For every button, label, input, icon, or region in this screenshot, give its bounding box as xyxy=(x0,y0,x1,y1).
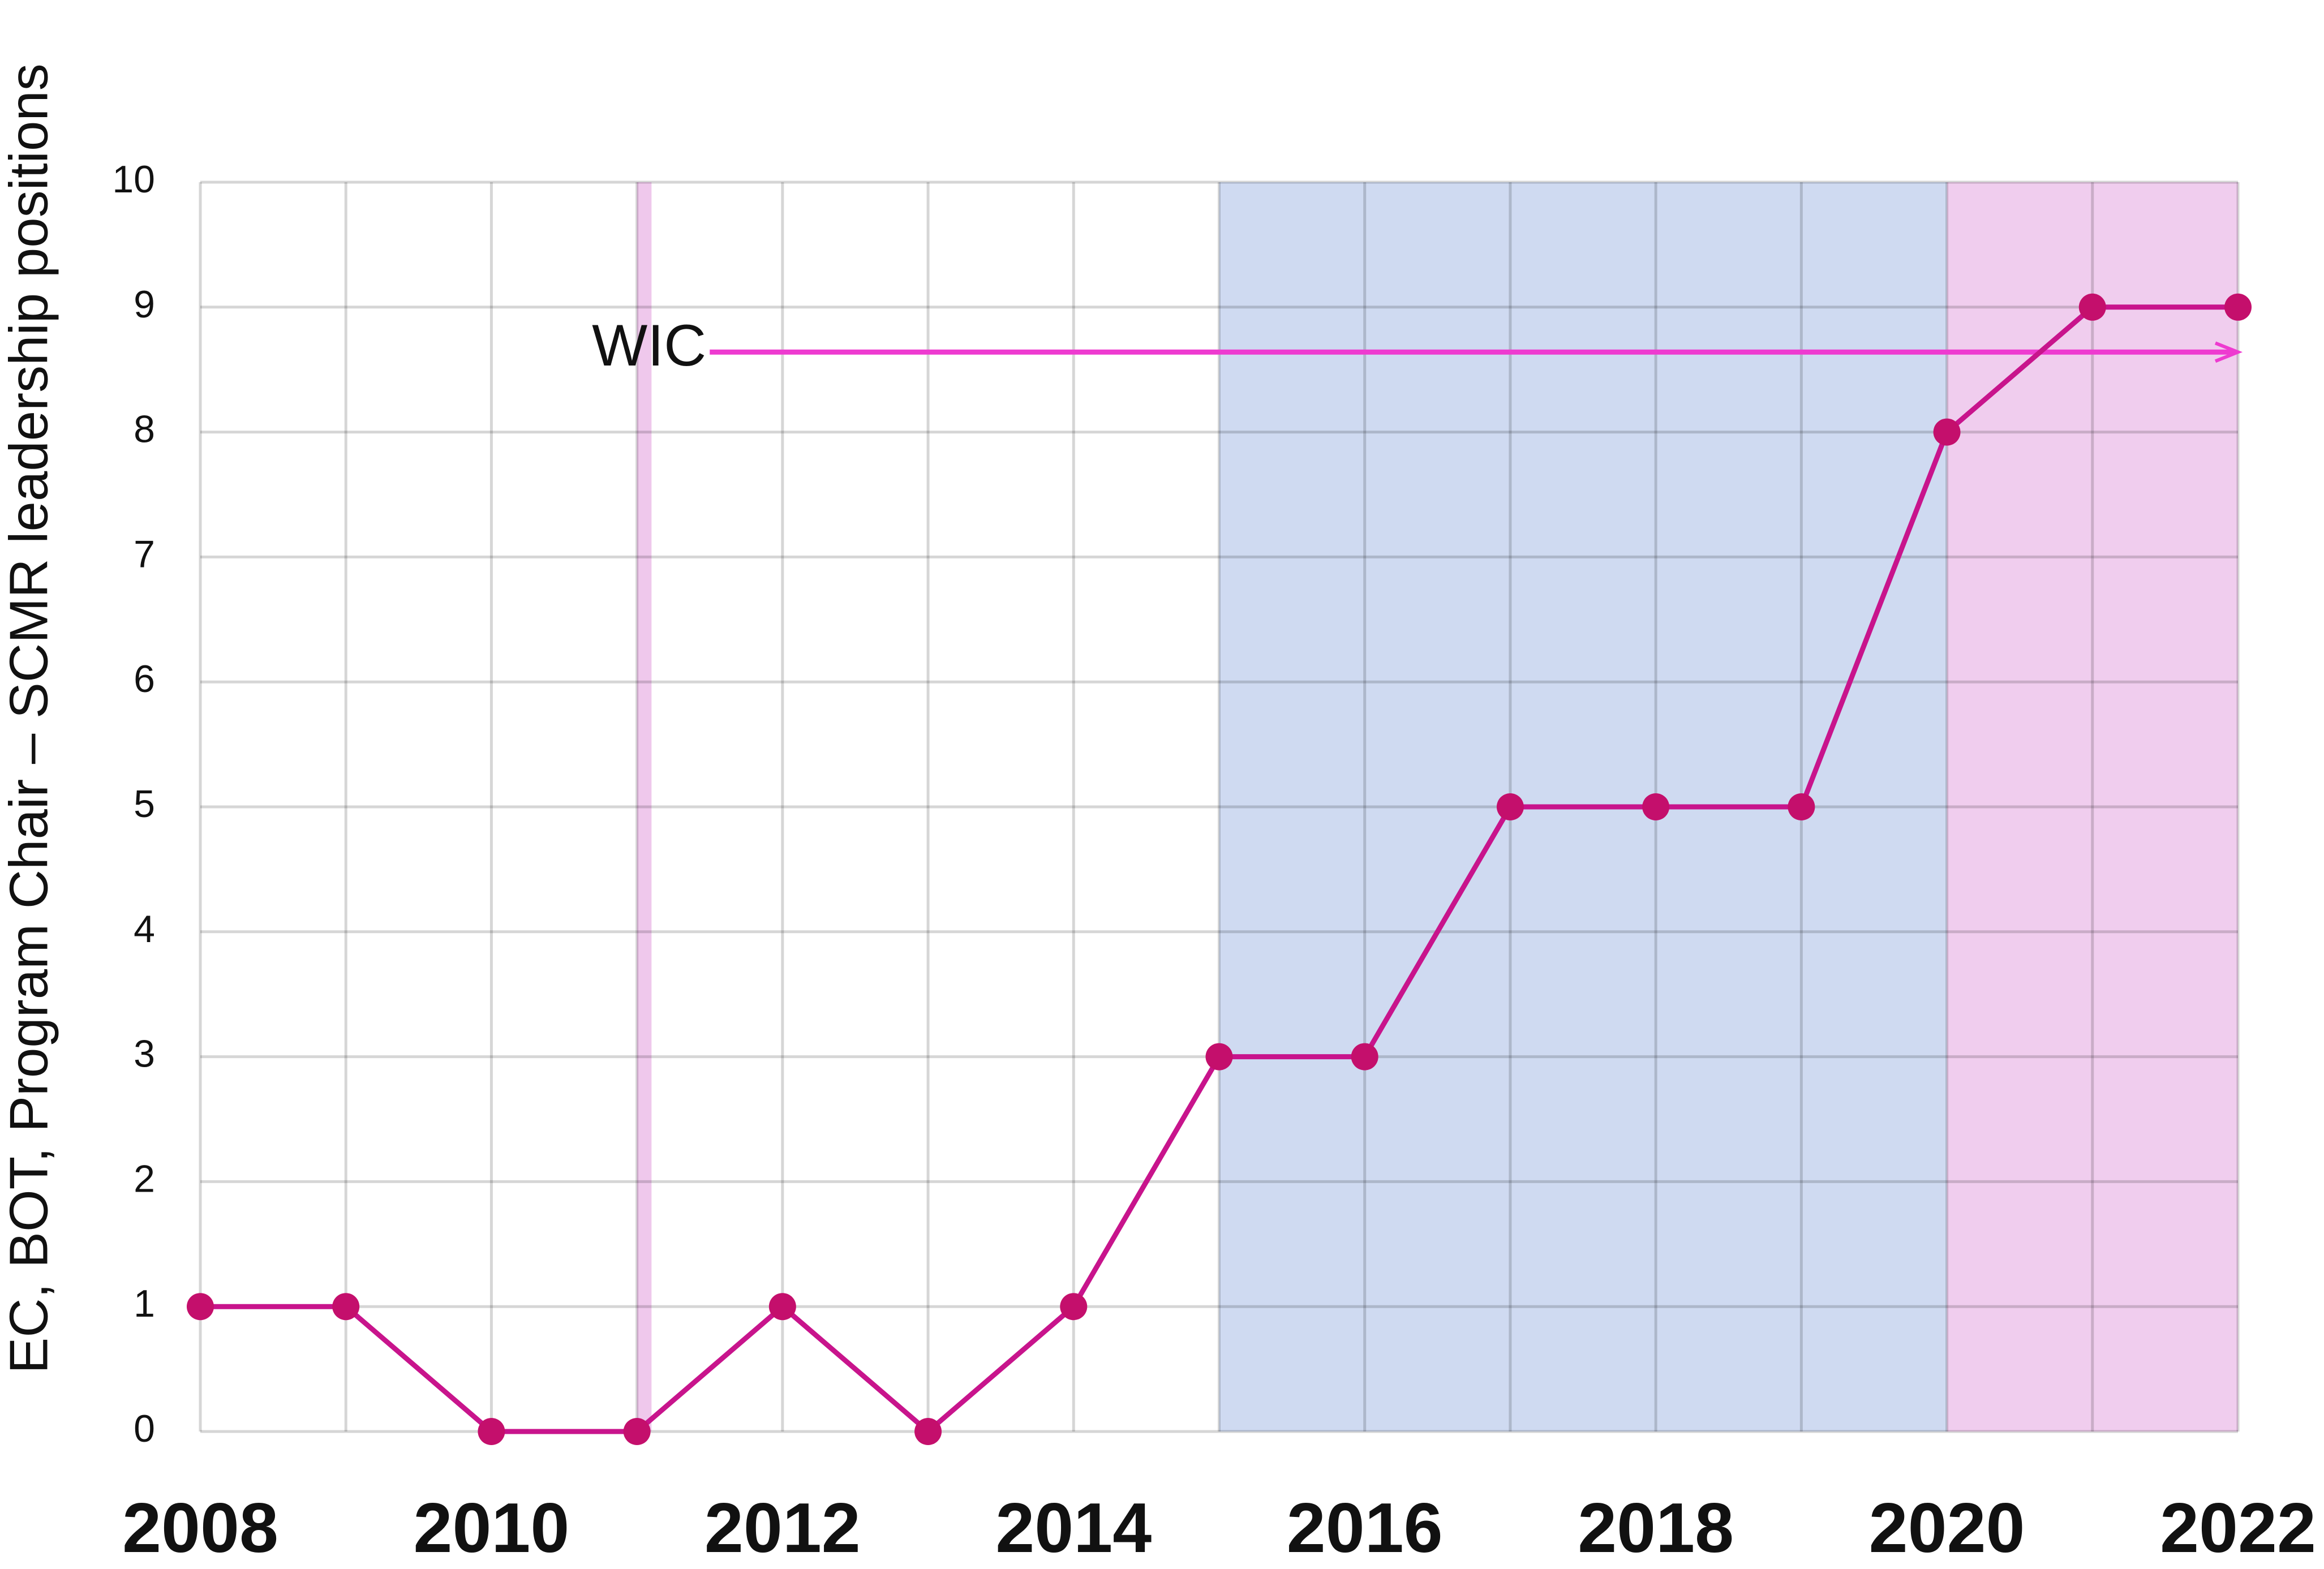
annotation-arrowhead xyxy=(2214,341,2243,363)
x-tick-label: 2022 xyxy=(2160,1489,2316,1567)
x-tick-label: 2012 xyxy=(704,1489,861,1567)
y-tick-label: 2 xyxy=(134,1157,155,1200)
y-axis-title: EC, BOT, Program Chair – SCMR leadership… xyxy=(0,63,59,1374)
data-point xyxy=(623,1418,651,1445)
data-point xyxy=(2078,293,2106,321)
data-point xyxy=(1060,1293,1088,1321)
y-tick-label: 4 xyxy=(134,908,155,951)
y-tick-label: 9 xyxy=(134,283,155,326)
x-tick-label: 2010 xyxy=(413,1489,569,1567)
data-point xyxy=(1642,793,1670,820)
data-point xyxy=(1933,418,1961,446)
data-point xyxy=(914,1418,942,1445)
y-tick-label: 5 xyxy=(134,783,155,826)
x-tick-label: 2020 xyxy=(1869,1489,2025,1567)
data-point xyxy=(2224,293,2252,321)
annotation-label: WIC xyxy=(592,313,706,379)
x-tick-label: 2016 xyxy=(1287,1489,1443,1567)
data-point xyxy=(768,1293,796,1321)
y-tick-label: 3 xyxy=(134,1033,155,1076)
data-point xyxy=(332,1293,360,1321)
y-tick-label: 8 xyxy=(134,408,155,451)
shaded-band xyxy=(637,182,652,1432)
data-point xyxy=(1496,793,1524,820)
data-point xyxy=(478,1418,505,1445)
y-tick-label: 10 xyxy=(112,158,155,201)
y-tick-label: 1 xyxy=(134,1282,155,1325)
data-point xyxy=(187,1293,214,1321)
x-tick-label: 2008 xyxy=(122,1489,278,1567)
data-point xyxy=(1351,1043,1378,1071)
data-point xyxy=(1205,1043,1233,1071)
y-tick-label: 7 xyxy=(134,532,155,575)
x-tick-label: 2014 xyxy=(995,1489,1152,1567)
y-tick-label: 6 xyxy=(134,657,155,700)
x-tick-label: 2018 xyxy=(1578,1489,1734,1567)
data-point xyxy=(1788,793,1815,820)
y-tick-label: 0 xyxy=(134,1407,155,1450)
